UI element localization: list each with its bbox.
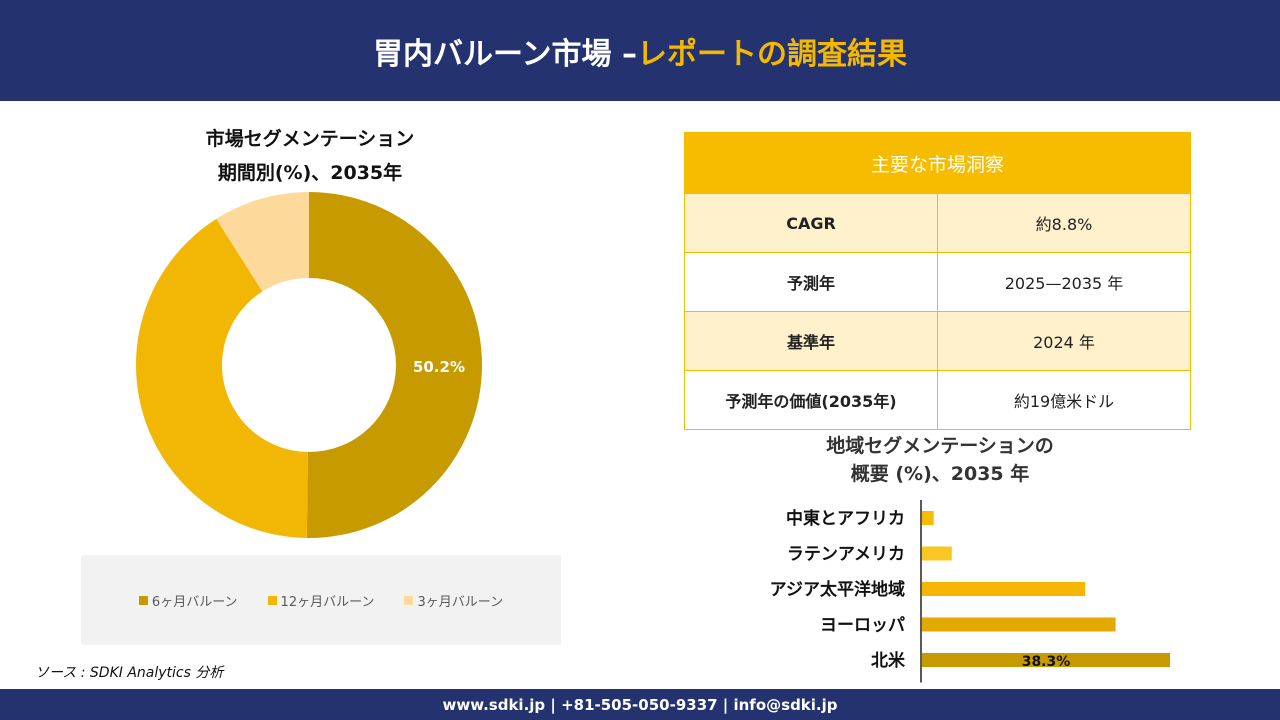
region-tick-label: アジア太平洋地域 [770,579,905,600]
segment-chart-title: 市場セグメンテーション 期間別(%)、2035年 [130,122,490,190]
insight-row: 予測年 2025—2035 年 [684,252,1191,312]
region-bar [922,653,1170,667]
donut-slice [136,218,308,538]
legend-label: 3ヶ月バルーン [417,594,504,610]
insight-key: 基準年 [684,311,938,371]
insight-value: 2025—2035 年 [937,252,1191,312]
region-data-label: 38.3% [1022,654,1071,670]
region-tick-label: 北米 [871,650,906,671]
legend-swatch [138,595,148,605]
region-bar [922,617,1116,632]
page-title-accent: レポートの調査結果 [636,36,907,72]
donut-slice [306,192,483,538]
insight-value: 約19億米ドル [937,370,1191,430]
insight-key: 予測年 [684,252,938,312]
legend-swatch [404,595,414,605]
region-chart-title-line1: 地域セグメンテーションの [826,435,1054,457]
region-bar [922,546,952,561]
segment-chart-title-line1: 市場セグメンテーション [205,128,415,150]
footer-contact: www.sdki.jp | +81-505-050-9337 | info@sd… [442,695,838,714]
segment-donut-chart: 50.2% [136,192,483,538]
region-chart-title-line2: 概要 (%)、2035 年 [850,463,1030,485]
insight-row: 基準年 2024 年 [684,311,1191,371]
region-tick-label: ヨーロッパ [820,616,905,636]
insight-value: 約8.8% [937,193,1191,253]
insight-row: CAGR 約8.8% [684,193,1191,253]
segment-chart-title-line2: 期間別(%)、2035年 [217,162,403,184]
insight-value: 2024 年 [937,311,1191,371]
legend-item: 12ヶ月バルーン [267,591,375,610]
key-insights-table: 主要な市場洞察 CAGR 約8.8% 予測年 2025—2035 年 基準年 2… [684,132,1191,430]
page-title-main: 胃内バルーン市場 – [373,36,637,72]
donut-slice [216,192,309,292]
region-tick-label: 中東とアフリカ [786,508,905,529]
header-banner: 胃内バルーン市場 –レポートの調査結果 [0,0,1280,101]
segment-chart-legend: 6ヶ月バルーン 12ヶ月バルーン 3ヶ月バルーン [81,555,561,645]
page-title: 胃内バルーン市場 –レポートの調査結果 [373,29,907,73]
region-chart-title: 地域セグメンテーションの 概要 (%)、2035 年 [750,432,1130,488]
donut-data-label: 50.2% [413,358,465,376]
region-tick-label: ラテンアメリカ [787,545,905,565]
legend-label: 12ヶ月バルーン [280,594,375,610]
legend-swatch [267,595,277,605]
region-bar [922,511,934,525]
legend-item: 6ヶ月バルーン [138,591,238,610]
legend-item: 3ヶ月バルーン [404,591,503,610]
insight-key: 予測年の価値(2035年) [684,370,938,430]
insights-heading: 主要な市場洞察 [684,132,1191,194]
legend-label: 6ヶ月バルーン [151,594,238,610]
region-bar [922,582,1086,596]
insight-key: CAGR [684,193,938,253]
source-note: ソース : SDKI Analytics 分析 [35,665,224,681]
insight-row: 予測年の価値(2035年) 約19億米ドル [684,370,1191,430]
footer-bar: www.sdki.jp | +81-505-050-9337 | info@sd… [0,689,1280,720]
